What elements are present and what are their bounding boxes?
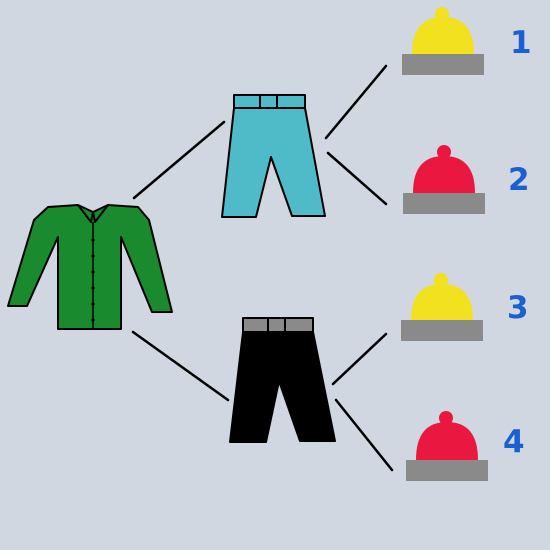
hat-2-label: 2 <box>508 162 530 198</box>
pants-blue-buckle <box>259 94 278 109</box>
pants-blue-icon <box>221 94 326 218</box>
line-blue-pants-to-hat-2 <box>326 151 388 206</box>
hat-4-label: 4 <box>503 424 525 460</box>
hat-4-icon <box>406 411 488 481</box>
line-black-pants-to-hat-4 <box>334 398 394 472</box>
hat-1-label: 1 <box>510 25 532 61</box>
pants-black-icon <box>229 317 336 443</box>
pants-black-legs <box>229 331 336 443</box>
hat-2-icon <box>403 145 485 214</box>
hat-3-icon <box>401 273 483 341</box>
shirt-buttons <box>91 238 95 322</box>
pants-blue-legs <box>221 107 326 218</box>
line-shirt-to-blue-pants <box>132 120 226 200</box>
line-black-pants-to-hat-3 <box>331 332 388 386</box>
shirt-collar <box>77 204 109 223</box>
hat-3-label: 3 <box>507 290 529 326</box>
hat-1-icon <box>402 7 484 75</box>
line-shirt-to-black-pants <box>131 330 230 402</box>
shirt-icon <box>7 204 173 330</box>
connector-lines <box>131 64 394 472</box>
line-blue-pants-to-hat-1 <box>324 64 388 140</box>
pants-black-buckle <box>267 317 286 333</box>
shirt-body <box>7 204 173 330</box>
